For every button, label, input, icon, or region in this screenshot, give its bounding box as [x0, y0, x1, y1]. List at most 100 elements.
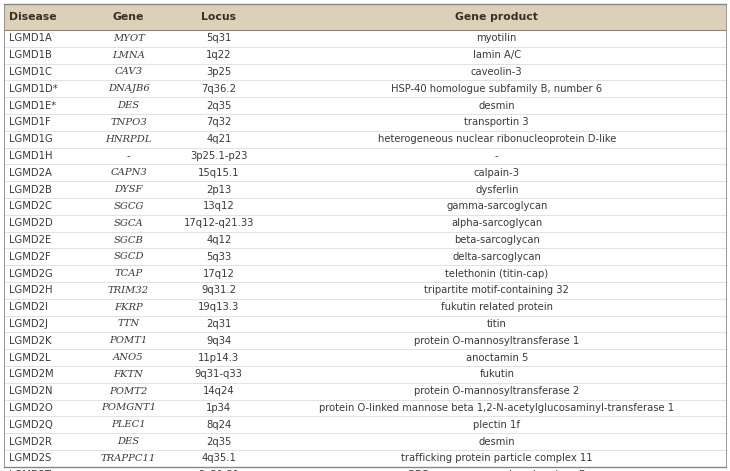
Text: tripartite motif-containing 32: tripartite motif-containing 32 [424, 285, 569, 295]
Text: HNRPDL: HNRPDL [105, 135, 152, 144]
Text: 1q22: 1q22 [206, 50, 231, 60]
Text: LGMD2L: LGMD2L [9, 353, 50, 363]
Bar [4, 97, 726, 114]
Text: LGMD2A: LGMD2A [9, 168, 52, 178]
Text: LGMD2Q: LGMD2Q [9, 420, 53, 430]
Text: 3p25: 3p25 [206, 67, 231, 77]
Text: LGMD2M: LGMD2M [9, 369, 53, 380]
Text: LGMD2N: LGMD2N [9, 386, 53, 396]
Text: Locus: Locus [201, 12, 237, 22]
Bar [4, 282, 726, 299]
Text: 11p14.3: 11p14.3 [199, 353, 239, 363]
Bar [4, 349, 726, 366]
Text: calpain-3: calpain-3 [474, 168, 520, 178]
Bar [4, 147, 726, 164]
Bar [4, 81, 726, 97]
Text: 4q12: 4q12 [206, 235, 231, 245]
Text: SGCD: SGCD [113, 252, 144, 261]
Text: 7q32: 7q32 [206, 117, 231, 127]
Text: dysferlin: dysferlin [475, 185, 518, 195]
Bar [4, 248, 726, 265]
Text: 17q12-q21.33: 17q12-q21.33 [184, 218, 254, 228]
Text: 3p21.31: 3p21.31 [199, 470, 239, 471]
Text: 2q35: 2q35 [206, 437, 231, 447]
Text: heterogeneous nuclear ribonucleoprotein D-like: heterogeneous nuclear ribonucleoprotein … [377, 134, 616, 144]
Text: beta-sarcoglycan: beta-sarcoglycan [454, 235, 539, 245]
Text: LMNA: LMNA [112, 51, 145, 60]
Text: trafficking protein particle complex 11: trafficking protein particle complex 11 [401, 454, 593, 463]
Text: HSP-40 homologue subfamily B, number 6: HSP-40 homologue subfamily B, number 6 [391, 84, 602, 94]
Text: GDP-mannose pyrophosphorylase B: GDP-mannose pyrophosphorylase B [407, 470, 586, 471]
Text: 1p34: 1p34 [207, 403, 231, 413]
Text: 19q13.3: 19q13.3 [198, 302, 239, 312]
Text: MYOT: MYOT [112, 34, 145, 43]
Text: LGMD1D*: LGMD1D* [9, 84, 58, 94]
Text: LGMD2T: LGMD2T [9, 470, 51, 471]
Bar [4, 232, 726, 248]
Text: LGMD2B: LGMD2B [9, 185, 52, 195]
Text: DES: DES [118, 101, 139, 110]
Text: gamma-sarcoglycan: gamma-sarcoglycan [446, 202, 548, 211]
Text: FKTN: FKTN [114, 370, 144, 379]
Text: LGMD1F: LGMD1F [9, 117, 51, 127]
Text: LGMD2I: LGMD2I [9, 302, 48, 312]
Text: LGMD1A: LGMD1A [9, 33, 52, 43]
Bar [4, 333, 726, 349]
Text: POMGNT1: POMGNT1 [101, 404, 156, 413]
Bar [4, 265, 726, 282]
Text: 15q15.1: 15q15.1 [198, 168, 239, 178]
Text: 8q24: 8q24 [206, 420, 231, 430]
Text: TRAPPC11: TRAPPC11 [101, 454, 156, 463]
Text: POMT1: POMT1 [110, 336, 147, 345]
Text: 2p13: 2p13 [206, 185, 231, 195]
Text: plectin 1f: plectin 1f [473, 420, 520, 430]
Text: DES: DES [118, 437, 139, 446]
Text: 9q31.2: 9q31.2 [201, 285, 237, 295]
Text: ANO5: ANO5 [113, 353, 144, 362]
Text: TTN: TTN [118, 319, 139, 328]
Bar [4, 433, 726, 450]
Text: LGMD2F: LGMD2F [9, 252, 51, 262]
Text: protein O-mannosyltransferase 1: protein O-mannosyltransferase 1 [414, 336, 580, 346]
Text: FKRP: FKRP [114, 303, 143, 312]
Text: myotilin: myotilin [477, 33, 517, 43]
Bar [4, 164, 726, 181]
Text: LGMD2J: LGMD2J [9, 319, 48, 329]
Text: LGMD2S: LGMD2S [9, 454, 51, 463]
Text: DNAJB6: DNAJB6 [107, 84, 150, 93]
Text: 3p25.1-p23: 3p25.1-p23 [190, 151, 247, 161]
Bar [4, 383, 726, 399]
Bar [4, 30, 726, 47]
Text: LGMD2D: LGMD2D [9, 218, 53, 228]
Bar [4, 47, 726, 64]
Text: alpha-sarcoglycan: alpha-sarcoglycan [451, 218, 542, 228]
Bar [4, 299, 726, 316]
Text: LGMD1C: LGMD1C [9, 67, 52, 77]
Text: protein O-linked mannose beta 1,2-N-acetylglucosaminyl-transferase 1: protein O-linked mannose beta 1,2-N-acet… [319, 403, 675, 413]
Bar [4, 64, 726, 81]
Text: 14q24: 14q24 [203, 386, 234, 396]
Bar [4, 399, 726, 416]
Text: LGMD1G: LGMD1G [9, 134, 53, 144]
Text: DYSF: DYSF [115, 185, 143, 194]
Text: lamin A/C: lamin A/C [473, 50, 520, 60]
Text: CAPN3: CAPN3 [110, 168, 147, 177]
Text: Gene: Gene [113, 12, 145, 22]
Text: 4q35.1: 4q35.1 [201, 454, 237, 463]
Text: LGMD2K: LGMD2K [9, 336, 52, 346]
Text: 2q35: 2q35 [206, 101, 231, 111]
Text: 13q12: 13q12 [203, 202, 234, 211]
Text: SGCA: SGCA [114, 219, 143, 227]
Text: 4q21: 4q21 [206, 134, 231, 144]
Text: anoctamin 5: anoctamin 5 [466, 353, 528, 363]
Text: LGMD1B: LGMD1B [9, 50, 52, 60]
Text: 5q31: 5q31 [206, 33, 231, 43]
Bar [4, 181, 726, 198]
Text: -: - [495, 151, 499, 161]
Text: caveolin-3: caveolin-3 [471, 67, 523, 77]
Text: fukutin related protein: fukutin related protein [441, 302, 553, 312]
Bar [4, 4, 726, 30]
Text: LGMD1H: LGMD1H [9, 151, 53, 161]
Text: Disease: Disease [9, 12, 57, 22]
Text: SGCG: SGCG [113, 202, 144, 211]
